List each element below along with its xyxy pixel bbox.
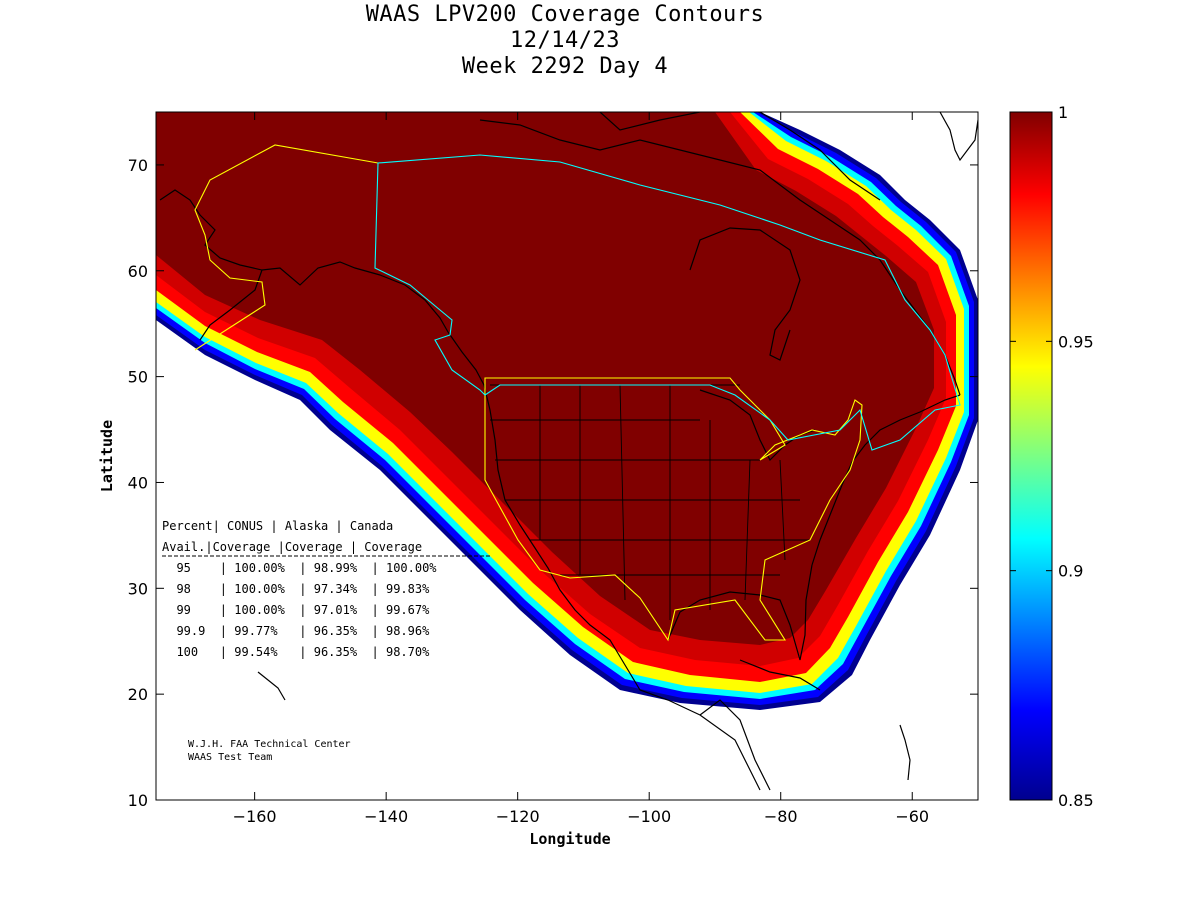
coverage-table-header: Percent| CONUS | Alaska | Canada	[162, 519, 393, 533]
coverage-table-row: 99 | 100.00% | 97.01% | 99.67%	[162, 603, 430, 617]
map-week: Week 2292 Day 4	[461, 54, 669, 79]
y-tick-label: 30	[128, 579, 148, 598]
coverage-table-row: 98 | 100.00% | 97.34% | 99.83%	[162, 582, 430, 596]
plot-frame	[155, 111, 979, 801]
x-axis-label: Longitude	[529, 830, 610, 848]
colorbar-tick-label: 0.9	[1058, 562, 1083, 581]
y-tick-label: 50	[128, 368, 148, 387]
y-tick-label: 70	[128, 156, 148, 175]
great-lakes	[699, 389, 816, 462]
y-tick-label: 10	[128, 791, 148, 810]
coverage-table-row: 95 | 100.00% | 98.99% | 100.00%	[162, 561, 437, 575]
alaska-coastline	[159, 189, 449, 341]
x-tick-label: −120	[496, 807, 540, 826]
arctic-islands	[479, 112, 881, 261]
y-tick-label: 40	[128, 473, 148, 492]
service-regions	[194, 144, 961, 642]
colorbar	[1009, 111, 1053, 801]
cuba-coastline	[739, 659, 821, 691]
coverage-contours	[156, 112, 978, 710]
y-ticks: 10 20 30 40 50 60 70	[128, 156, 978, 810]
map-title: WAAS LPV200 Coverage Contours	[365, 2, 765, 27]
coverage-table: Percent| CONUS | Alaska | Canada Avail.|…	[162, 519, 490, 659]
canada-region-outline	[374, 154, 961, 451]
gulf-coastline	[667, 564, 813, 661]
hudson-bay	[689, 227, 801, 361]
credit-line-2: WAAS Test Team	[188, 752, 272, 763]
x-tick-label: −140	[364, 807, 408, 826]
x-tick-label: −100	[627, 807, 671, 826]
coverage-table-subheader: Avail.|Coverage |Coverage | Coverage	[162, 540, 422, 554]
x-tick-label: −80	[764, 807, 798, 826]
credit-line-1: W.J.H. FAA Technical Center	[188, 739, 351, 750]
y-axis-label: Latitude	[98, 420, 116, 492]
caribbean-islands	[899, 724, 911, 781]
x-tick-label: −160	[233, 807, 277, 826]
x-tick-label: −60	[895, 807, 929, 826]
coverage-table-row: 99.9 | 99.77% | 96.35% | 98.96%	[162, 624, 430, 638]
colorbar-tick-label: 1	[1058, 103, 1068, 122]
colorbar-tick-label: 0.85	[1058, 791, 1094, 810]
y-tick-label: 20	[128, 685, 148, 704]
conus-region-outline	[484, 377, 863, 642]
atlantic-coastline	[811, 394, 961, 566]
pacific-coastline	[447, 331, 761, 791]
hawaii	[257, 671, 286, 701]
colorbar-ticks: 1 0.95 0.9 0.85	[1010, 103, 1094, 810]
greenland	[939, 112, 978, 162]
colorbar-tick-label: 0.95	[1058, 332, 1094, 351]
coverage-table-row: 100 | 99.54% | 96.35% | 98.70%	[162, 645, 430, 659]
x-ticks: −160 −140 −120 −100 −80 −60	[233, 112, 929, 826]
central-america	[699, 699, 771, 791]
y-tick-label: 60	[128, 262, 148, 281]
alaska-region-outline	[194, 144, 379, 351]
map-date: 12/14/23	[510, 28, 620, 53]
